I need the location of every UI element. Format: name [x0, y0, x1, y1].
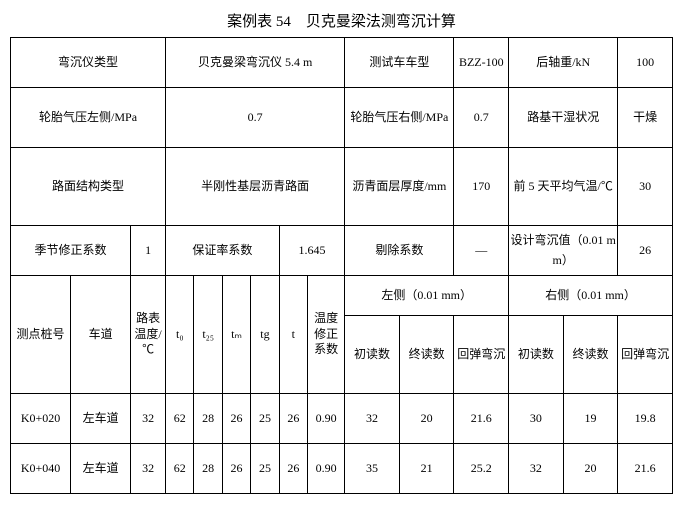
cell: K0+040 [11, 444, 71, 494]
cell: 32 [345, 394, 400, 444]
table-row: K0+020 左车道 32 62 28 26 25 26 0.90 32 20 … [11, 394, 673, 444]
value: 干燥 [618, 88, 673, 148]
col-tm: tₘ [222, 276, 250, 394]
label: 测试车车型 [345, 38, 454, 88]
col-tempcoef: 温度修正系数 [308, 276, 345, 394]
value: 1.645 [279, 226, 345, 276]
label: 轮胎气压左侧/MPa [11, 88, 166, 148]
value: BZZ-100 [454, 38, 509, 88]
cell: 62 [166, 444, 194, 494]
col-right: 右侧（0.01 mm） [509, 276, 673, 316]
label: 弯沉仪类型 [11, 38, 166, 88]
cell: 26 [222, 444, 250, 494]
label: 设计弯沉值（0.01 mm） [509, 226, 618, 276]
cell: 21 [399, 444, 454, 494]
col-rr: 回弹弯沉 [618, 316, 673, 394]
label: 沥青面层厚度/mm [345, 148, 454, 226]
label: 保证率系数 [166, 226, 280, 276]
cell: 32 [509, 444, 564, 494]
col-t25: t₂₅ [194, 276, 222, 394]
value: 0.7 [454, 88, 509, 148]
col-rf: 终读数 [563, 316, 618, 394]
col-lf: 终读数 [399, 316, 454, 394]
col-surft: 路表温度/℃ [131, 276, 166, 394]
value: 半刚性基层沥青路面 [166, 148, 345, 226]
cell: 左车道 [71, 394, 131, 444]
cell: 20 [563, 444, 618, 494]
value: 30 [618, 148, 673, 226]
table-row: K0+040 左车道 32 62 28 26 25 26 0.90 35 21 … [11, 444, 673, 494]
cell: 32 [131, 394, 166, 444]
label: 后轴重/kN [509, 38, 618, 88]
cell: 21.6 [618, 444, 673, 494]
value: 贝克曼梁弯沉仪 5.4 m [166, 38, 345, 88]
table-title: 案例表 54 贝克曼梁法测弯沉计算 [10, 10, 673, 31]
value: — [454, 226, 509, 276]
col-left: 左侧（0.01 mm） [345, 276, 509, 316]
col-pile: 测点桩号 [11, 276, 71, 394]
value: 26 [618, 226, 673, 276]
label: 剔除系数 [345, 226, 454, 276]
cell: K0+020 [11, 394, 71, 444]
label: 轮胎气压右侧/MPa [345, 88, 454, 148]
cell: 19.8 [618, 394, 673, 444]
col-lr: 回弹弯沉 [454, 316, 509, 394]
cell: 21.6 [454, 394, 509, 444]
cell: 0.90 [308, 394, 345, 444]
cell: 30 [509, 394, 564, 444]
cell: 19 [563, 394, 618, 444]
col-t: t [279, 276, 307, 394]
cell: 62 [166, 394, 194, 444]
col-lane: 车道 [71, 276, 131, 394]
cell: 26 [222, 394, 250, 444]
cell: 左车道 [71, 444, 131, 494]
col-li: 初读数 [345, 316, 400, 394]
label: 季节修正系数 [11, 226, 131, 276]
label: 路面结构类型 [11, 148, 166, 226]
cell: 35 [345, 444, 400, 494]
col-tg: tg [251, 276, 279, 394]
cell: 25 [251, 394, 279, 444]
cell: 26 [279, 444, 307, 494]
value: 1 [131, 226, 166, 276]
cell: 0.90 [308, 444, 345, 494]
cell: 32 [131, 444, 166, 494]
cell: 28 [194, 394, 222, 444]
label: 路基干湿状况 [509, 88, 618, 148]
label: 前 5 天平均气温/℃ [509, 148, 618, 226]
cell: 25 [251, 444, 279, 494]
value: 0.7 [166, 88, 345, 148]
cell: 28 [194, 444, 222, 494]
col-t0: t₀ [166, 276, 194, 394]
col-ri: 初读数 [509, 316, 564, 394]
deflection-table: 弯沉仪类型 贝克曼梁弯沉仪 5.4 m 测试车车型 BZZ-100 后轴重/kN… [10, 37, 673, 494]
value: 170 [454, 148, 509, 226]
cell: 25.2 [454, 444, 509, 494]
cell: 20 [399, 394, 454, 444]
value: 100 [618, 38, 673, 88]
cell: 26 [279, 394, 307, 444]
